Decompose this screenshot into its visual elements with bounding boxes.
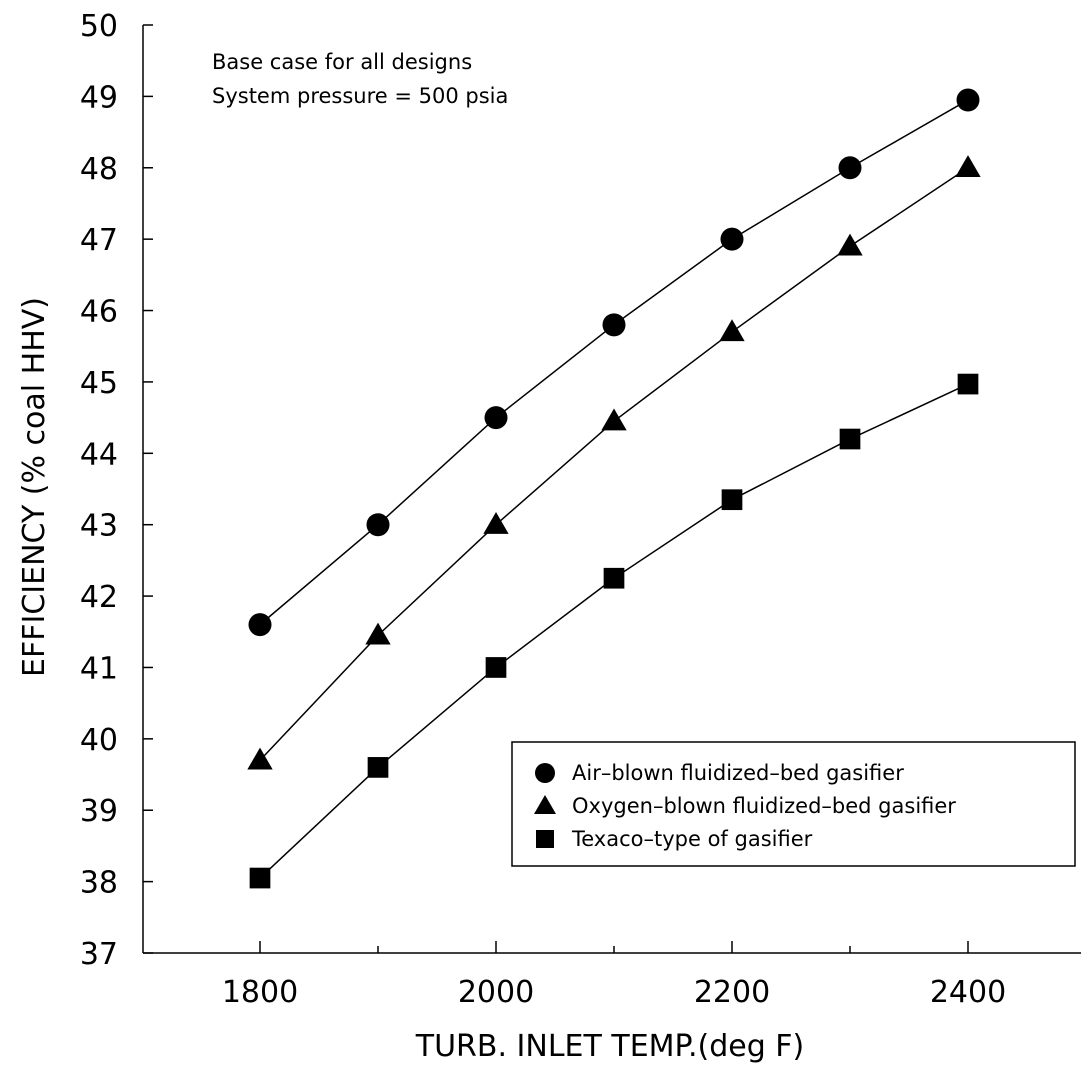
y-tick-label: 48 <box>80 152 118 187</box>
legend-marker-oxygen-blown <box>534 794 556 814</box>
y-tick-label: 47 <box>80 223 118 258</box>
y-tick-label: 50 <box>80 9 118 44</box>
data-point-texaco <box>957 373 979 395</box>
annotation-line-1: Base case for all designs <box>212 50 472 74</box>
legend-marker-air-blown <box>535 763 555 783</box>
annotation-block: Base case for all designs System pressur… <box>212 50 508 108</box>
series-line-air-blown <box>259 99 969 626</box>
data-point-air-blown <box>248 613 272 637</box>
y-tick-label: 38 <box>80 866 118 901</box>
y-tick-label: 45 <box>80 366 118 401</box>
legend-label-oxygen-blown: Oxygen–blown fluidized–bed gasifier <box>572 794 956 818</box>
y-tick-label: 40 <box>80 723 118 758</box>
data-point-texaco <box>721 489 743 511</box>
y-tick-label: 39 <box>80 794 118 829</box>
data-point-oxygen-blown <box>955 155 981 177</box>
annotation-line-2: System pressure = 500 psia <box>212 84 508 108</box>
data-point-air-blown <box>366 513 390 537</box>
data-point-air-blown <box>484 406 508 430</box>
legend-box <box>511 741 1076 867</box>
data-point-oxygen-blown <box>247 747 273 770</box>
data-point-oxygen-blown <box>837 233 863 256</box>
data-point-air-blown <box>720 227 744 251</box>
data-point-texaco <box>839 428 861 450</box>
legend-marker-texaco <box>536 830 554 848</box>
axes <box>142 25 1081 954</box>
y-tick-label: 44 <box>80 437 118 472</box>
legend-markers <box>534 763 556 848</box>
legend: Air–blown fluidized–bed gasifier Oxygen–… <box>511 741 1076 867</box>
data-point-oxygen-blown <box>483 512 509 534</box>
data-point-oxygen-blown <box>365 622 391 645</box>
x-tick-label: 1800 <box>222 975 298 1010</box>
data-point-air-blown <box>602 313 626 337</box>
data-point-texaco <box>603 567 625 589</box>
data-point-air-blown <box>838 156 862 180</box>
data-point-oxygen-blown <box>719 319 745 342</box>
x-axis-ticks: 1800 2000 2200 2400 <box>222 941 1006 1010</box>
data-point-air-blown <box>956 88 980 112</box>
y-axis-title: EFFICIENCY (% coal HHV) <box>17 297 52 677</box>
x-tick-label: 2200 <box>694 975 770 1010</box>
x-tick-label: 2400 <box>930 975 1006 1010</box>
y-tick-label: 49 <box>80 80 118 115</box>
x-axis-title: TURB. INLET TEMP.(deg F) <box>415 1029 804 1064</box>
data-point-oxygen-blown <box>601 408 627 431</box>
y-tick-label: 46 <box>80 295 118 330</box>
x-tick-label: 2000 <box>458 975 534 1010</box>
legend-label-air-blown: Air–blown fluidized–bed gasifier <box>572 761 904 785</box>
y-tick-label: 41 <box>80 651 118 686</box>
series-markers <box>247 88 981 889</box>
y-tick-label: 37 <box>80 937 118 972</box>
data-point-texaco <box>485 657 507 678</box>
y-tick-label: 42 <box>80 580 118 615</box>
data-point-texaco <box>367 757 389 778</box>
y-tick-label: 43 <box>80 509 118 544</box>
series-line-oxygen-blown <box>259 167 969 761</box>
legend-label-texaco: Texaco–type of gasifier <box>571 827 813 851</box>
y-axis-ticks: 37 38 39 40 41 42 43 44 45 46 47 48 49 50 <box>80 9 153 972</box>
data-point-texaco <box>249 867 271 889</box>
